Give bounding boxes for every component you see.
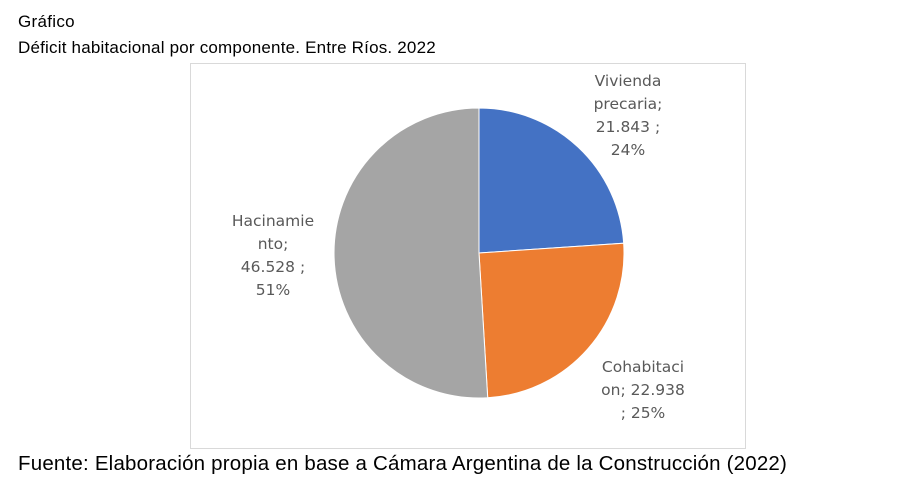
chart-heading: Déficit habitacional por componente. Ent… bbox=[18, 38, 436, 57]
chart-area: Vivienda precaria; 21.843 ; 24% Cohabitaci on… bbox=[190, 63, 746, 449]
pie-slice-cohabitacion bbox=[478, 242, 625, 399]
data-label-line: 51% bbox=[256, 281, 290, 299]
chart-caption: Gráfico bbox=[18, 12, 75, 31]
data-label-hacinamiento: Hacinamie nto; 46.528 ; 51% bbox=[232, 212, 314, 299]
data-label-vivienda-precaria: Vivienda precaria; 21.843 ; 24% bbox=[594, 72, 663, 159]
source-note: Fuente: Elaboración propia en base a Cám… bbox=[18, 452, 788, 475]
data-label-line: precaria; bbox=[594, 95, 663, 113]
pie-chart: Vivienda precaria; 21.843 ; 24% Cohabitaci on… bbox=[232, 72, 685, 422]
data-label-line: nto; bbox=[258, 235, 289, 253]
pie-slice-vivienda-precaria bbox=[478, 107, 625, 254]
data-label-line: ; 25% bbox=[621, 404, 666, 422]
data-label-line: Hacinamie bbox=[232, 212, 314, 230]
data-label-line: 46.528 ; bbox=[241, 258, 305, 276]
data-label-line: Cohabitaci bbox=[602, 358, 684, 376]
data-label-line: Vivienda bbox=[595, 72, 662, 90]
data-label-cohabitacion: Cohabitaci on; 22.938 ; 25% bbox=[601, 358, 685, 422]
data-label-line: on; 22.938 bbox=[601, 381, 685, 399]
pie-slice-hacinamiento bbox=[333, 107, 489, 399]
data-label-line: 24% bbox=[611, 141, 645, 159]
data-label-line: 21.843 ; bbox=[596, 118, 660, 136]
